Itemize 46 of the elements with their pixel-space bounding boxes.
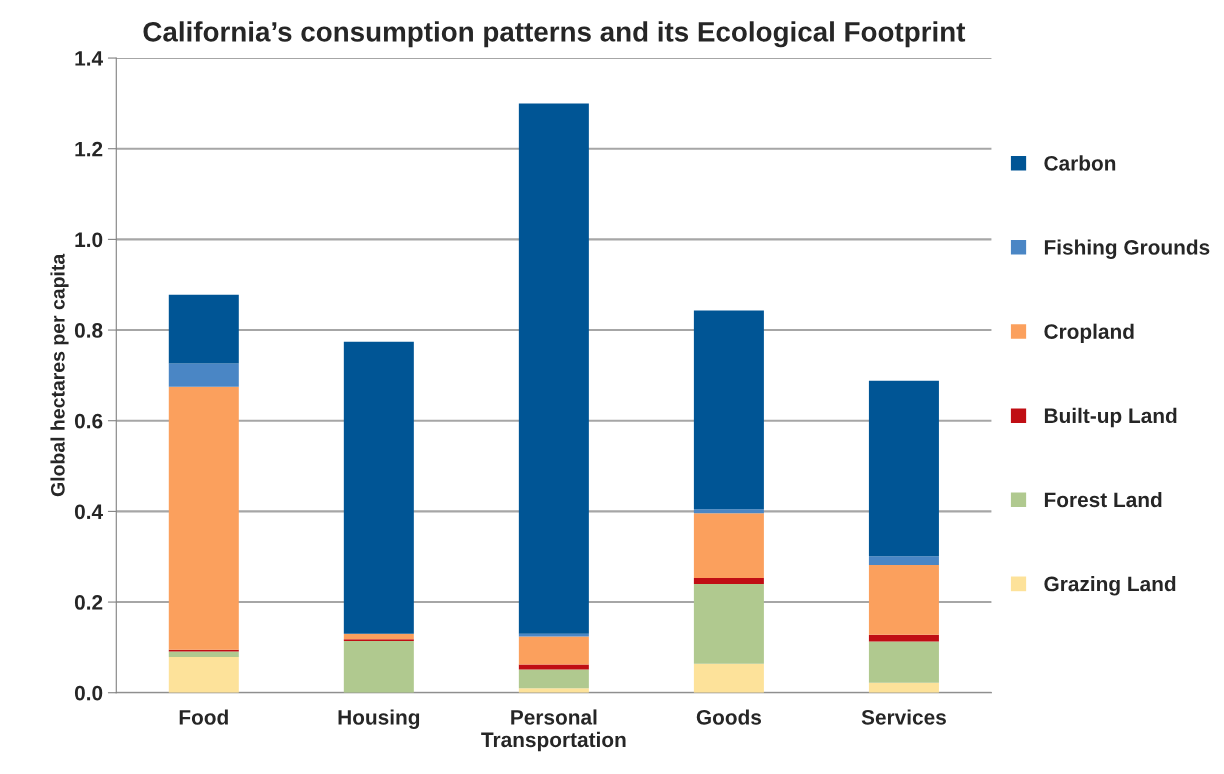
bar xyxy=(693,310,764,510)
bar xyxy=(693,509,764,514)
bar xyxy=(343,641,414,693)
bar xyxy=(693,663,764,693)
bar xyxy=(343,341,414,634)
y-tick-label: 0.0 xyxy=(74,685,103,701)
legend-label: Forest Land xyxy=(1044,491,1162,508)
y-tick-label: 1.2 xyxy=(75,141,103,157)
bar xyxy=(168,651,239,657)
bar xyxy=(868,564,939,635)
x-tick-label: Goods xyxy=(696,709,762,725)
bar xyxy=(168,656,239,693)
bar xyxy=(693,513,764,579)
y-tick-label: 0.4 xyxy=(74,504,103,520)
bar xyxy=(518,636,589,665)
bar xyxy=(868,380,939,557)
bar xyxy=(868,556,939,565)
bar xyxy=(343,633,414,640)
chart-title: California’s consumption patterns and its Ecological Footprint xyxy=(143,21,966,48)
bar xyxy=(168,294,239,364)
y-tick-label: 0.6 xyxy=(74,413,103,429)
legend-label: Carbon xyxy=(1044,155,1116,171)
x-tick-label: Personal Transportation xyxy=(481,709,626,752)
y-tick-label: 0.2 xyxy=(74,595,103,610)
legend-label: Grazing Land xyxy=(1044,576,1176,596)
bar xyxy=(518,633,589,637)
bar xyxy=(518,664,589,670)
x-tick-label: Food xyxy=(179,709,228,725)
y-tick-label: 1.4 xyxy=(75,51,103,66)
bar xyxy=(168,386,239,650)
legend-label: Cropland xyxy=(1044,323,1134,344)
bar xyxy=(168,363,239,387)
legend-label: Built-up Land xyxy=(1044,407,1177,428)
legend-label: Fishing Grounds xyxy=(1044,239,1210,259)
bar xyxy=(693,583,764,664)
bar xyxy=(868,641,939,683)
bar xyxy=(518,669,589,689)
y-tick-label: 0.8 xyxy=(74,323,103,338)
x-tick-label: Services xyxy=(861,709,946,725)
bar xyxy=(518,103,589,634)
y-tick-label: 1.0 xyxy=(75,232,103,248)
y-axis-title: Global hectares per capita xyxy=(50,253,69,497)
x-tick-label: Housing xyxy=(338,709,420,729)
bar xyxy=(693,578,764,584)
bar xyxy=(868,634,939,642)
bar xyxy=(868,682,939,693)
